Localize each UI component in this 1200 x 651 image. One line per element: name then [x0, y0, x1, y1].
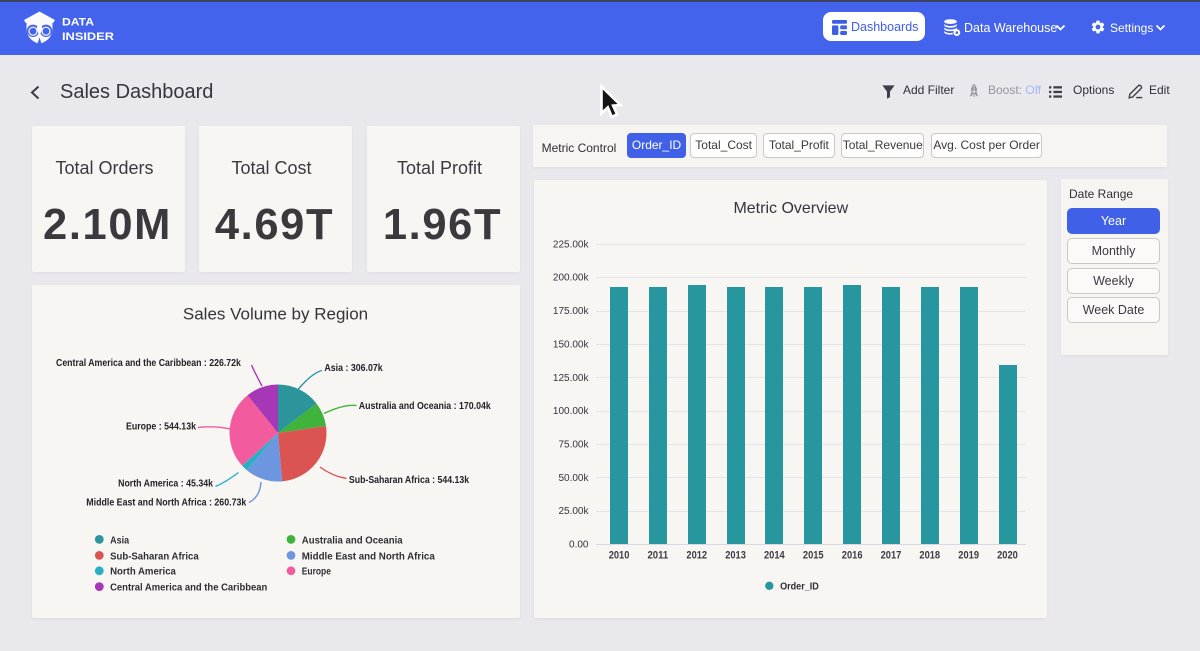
svg-text:2020: 2020 [997, 550, 1018, 562]
svg-text:Middle East and North Africa: Middle East and North Africa [302, 550, 435, 562]
svg-text:Middle East and North Africa :: Middle East and North Africa : 260.73k [86, 496, 246, 508]
svg-text:2016: 2016 [842, 550, 863, 562]
svg-text:150.00k: 150.00k [553, 339, 590, 350]
svg-text:2013: 2013 [725, 550, 746, 562]
svg-text:Europe : 544.13k: Europe : 544.13k [126, 421, 196, 433]
svg-text:Europe: Europe [302, 566, 331, 578]
svg-text:0.00: 0.00 [569, 540, 589, 551]
svg-text:2014: 2014 [764, 550, 785, 562]
svg-text:Sub-Saharan Africa: Sub-Saharan Africa [110, 550, 199, 562]
svg-text:200.00k: 200.00k [553, 273, 590, 284]
svg-text:Central America and the Caribb: Central America and the Caribbean : 226.… [56, 357, 241, 369]
svg-text:Metric Overview: Metric Overview [733, 200, 848, 217]
svg-text:175.00k: 175.00k [553, 306, 590, 317]
svg-text:2011: 2011 [648, 550, 669, 562]
svg-text:Order_ID: Order_ID [780, 581, 819, 593]
svg-text:North America: North America [110, 566, 176, 578]
svg-text:Sales Volume by Region: Sales Volume by Region [183, 305, 368, 324]
svg-text:2010: 2010 [609, 550, 630, 562]
svg-text:2015: 2015 [803, 550, 824, 562]
svg-text:Sub-Saharan Africa : 544.13k: Sub-Saharan Africa : 544.13k [349, 474, 469, 486]
svg-text:2012: 2012 [686, 550, 707, 562]
svg-text:25.00k: 25.00k [558, 506, 589, 517]
svg-text:2017: 2017 [881, 550, 902, 562]
svg-text:50.00k: 50.00k [558, 473, 589, 484]
svg-text:Asia : 306.07k: Asia : 306.07k [324, 362, 382, 374]
svg-text:DATA: DATA [62, 17, 94, 29]
svg-text:Australia and Oceania: Australia and Oceania [302, 534, 403, 546]
svg-text:Asia: Asia [110, 534, 129, 546]
svg-text:INSIDER: INSIDER [62, 31, 114, 43]
svg-text:2019: 2019 [958, 550, 979, 562]
svg-text:2018: 2018 [919, 550, 940, 562]
svg-text:Central America and the Caribb: Central America and the Caribbean [110, 582, 267, 594]
svg-text:125.00k: 125.00k [553, 373, 590, 384]
svg-text:75.00k: 75.00k [558, 440, 589, 451]
svg-text:225.00k: 225.00k [553, 239, 590, 250]
svg-text:North America : 45.34k: North America : 45.34k [118, 478, 213, 490]
svg-text:100.00k: 100.00k [553, 406, 590, 417]
svg-text:Australia and Oceania : 170.04: Australia and Oceania : 170.04k [359, 400, 491, 412]
